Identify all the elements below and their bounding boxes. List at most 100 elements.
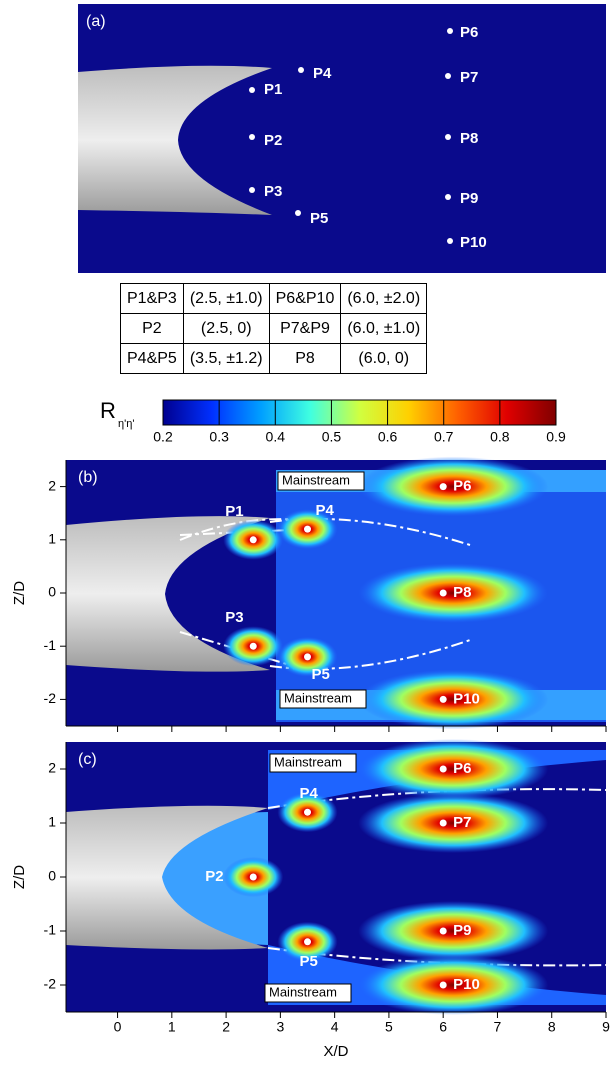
colorbar-tick-label: 0.9: [546, 429, 566, 445]
table-cell: P2: [120, 313, 184, 344]
probe-point: [439, 589, 447, 597]
colorbar-tick-label: 0.2: [153, 429, 173, 445]
probe-point: [249, 134, 255, 140]
annotation-box: [264, 983, 352, 1003]
probe-point: [439, 927, 447, 935]
probe-point: [447, 238, 453, 244]
x-tick-label: 7: [494, 1019, 502, 1035]
probe-label: P6: [453, 478, 471, 495]
y-tick-label: 0: [48, 584, 56, 600]
table-row: P2 (2.5, 0) P7&P9 (6.0, ±1.0): [120, 313, 428, 344]
table-cell: (3.5, ±1.2): [182, 343, 270, 374]
y-tick-label: -1: [44, 637, 57, 653]
table-cell: (2.5, ±1.0): [182, 283, 270, 314]
probe-point: [439, 695, 447, 703]
probe-label: P10: [453, 976, 480, 993]
y-tick-label: -1: [44, 922, 57, 938]
probe-label: P10: [460, 234, 487, 251]
probe-point: [304, 938, 312, 946]
colorbar-tick-label: 0.5: [322, 429, 342, 445]
colorbar: [162, 399, 557, 426]
colorbar-label: R: [100, 398, 116, 423]
body-shape: [78, 65, 272, 215]
probe-label: P2: [264, 132, 282, 149]
table-cell: (2.5, 0): [182, 313, 270, 344]
panel-label: (c): [78, 751, 97, 768]
colorbar-subscript: η'η': [118, 418, 134, 430]
probe-point: [249, 187, 255, 193]
colorbar-tick-label: 0.7: [434, 429, 454, 445]
annotation-box: [269, 753, 357, 773]
x-tick-label: 6: [439, 1019, 447, 1035]
probe-label: P3: [264, 183, 282, 200]
table-cell: P1&P3: [120, 283, 184, 314]
probe-label: P10: [453, 690, 480, 707]
table-cell: P7&P9: [268, 313, 342, 344]
x-tick-label: 1: [168, 1019, 176, 1035]
y-tick-label: 2: [48, 760, 56, 776]
table-cell: P4&P5: [120, 343, 184, 374]
hotspot: [358, 669, 549, 730]
probe-point: [304, 808, 312, 816]
x-tick-label: 9: [602, 1019, 610, 1035]
probe-label: P9: [460, 190, 478, 207]
hotspot: [358, 955, 549, 1015]
coordinate-table: P1&P3 (2.5, ±1.0) P6&P10 (6.0, ±2.0) P2 (2.5,…: [120, 283, 428, 374]
probe-point: [439, 483, 447, 491]
probe-label: P6: [460, 24, 478, 41]
body-shape: [66, 516, 270, 672]
probe-point: [249, 642, 257, 650]
x-tick-label: 0: [114, 1019, 122, 1035]
table-cell: (6.0, ±2.0): [340, 283, 428, 314]
table-cell: P8: [268, 343, 342, 374]
annotation-box: [277, 471, 365, 491]
probe-point: [304, 653, 312, 661]
colorbar-tick-label: 0.4: [266, 429, 286, 445]
hotspot: [358, 456, 549, 517]
x-tick-label: 3: [276, 1019, 284, 1035]
probe-label: P7: [460, 69, 478, 86]
annotation-box: [279, 689, 367, 709]
y-tick-label: 0: [48, 868, 56, 884]
probe-point: [249, 87, 255, 93]
x-axis-label: X/D: [323, 1043, 348, 1060]
probe-label: P3: [225, 609, 243, 626]
probe-label: P8: [460, 130, 478, 147]
probe-label: P5: [312, 666, 330, 683]
probe-label: P4: [316, 502, 335, 519]
x-tick-label: 8: [548, 1019, 556, 1035]
probe-point: [295, 210, 301, 216]
probe-label: P9: [453, 922, 471, 939]
y-axis-label: Z/D: [11, 581, 28, 605]
probe-point: [445, 73, 451, 79]
y-tick-label: -2: [44, 690, 57, 706]
annotation: Mainstream: [274, 754, 342, 769]
panel-label: (a): [86, 13, 106, 30]
probe-label: P7: [453, 814, 471, 831]
hotspot: [358, 739, 549, 799]
colorbar-tick-label: 0.6: [378, 429, 398, 445]
probe-point: [249, 536, 257, 544]
probe-point: [249, 873, 257, 881]
colorbar-tick-label: 0.3: [209, 429, 229, 445]
probe-label: P1: [225, 503, 243, 520]
x-tick-label: 5: [385, 1019, 393, 1035]
hotspot: [358, 563, 549, 623]
colorbar-tick-label: 0.8: [490, 429, 510, 445]
probe-label: P1: [264, 81, 282, 98]
annotation: Mainstream: [282, 472, 350, 487]
probe-label: P5: [310, 210, 328, 227]
hotspot: [358, 901, 549, 961]
y-tick-label: -2: [44, 976, 57, 992]
y-tick-label: 2: [48, 477, 56, 493]
probe-label: P8: [453, 584, 471, 601]
body-shape: [66, 805, 268, 950]
table-cell: (6.0, ±1.0): [340, 313, 428, 344]
x-tick-label: 4: [331, 1019, 339, 1035]
probe-label: P4: [300, 785, 319, 802]
probe-point: [298, 67, 304, 73]
y-axis-label: Z/D: [11, 865, 28, 889]
table-cell: P6&P10: [268, 283, 342, 314]
panel-label: (b): [78, 469, 98, 486]
